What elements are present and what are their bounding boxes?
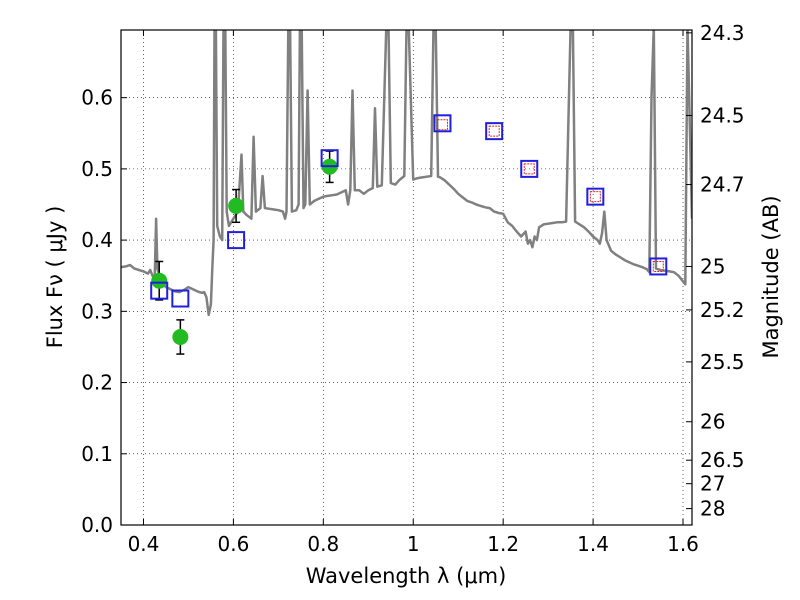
- grid-lines: [121, 30, 692, 526]
- y-tick-label: 0.5: [81, 157, 113, 181]
- x-tick-label: 0.4: [128, 532, 160, 556]
- tick-labels: 0.4 0.6 0.8 1 1.2 1.4 1.6 0.0 0.1 0.2 0.3 0.4 0.5 0.6…: [81, 21, 744, 556]
- y-tick-label: 0.2: [81, 371, 113, 395]
- magnitude-tick-label: 25.2: [700, 298, 745, 322]
- magnitude-axis-label: Magnitude (AB): [759, 195, 783, 358]
- magnitude-tick-label: 27: [700, 472, 725, 496]
- magnitude-tick-label: 24.3: [700, 21, 745, 45]
- y-tick-label: 0.3: [81, 299, 113, 323]
- x-tick-label: 1.6: [667, 532, 699, 556]
- y-tick-label: 0.4: [81, 228, 113, 252]
- y-tick-label: 0.1: [81, 442, 113, 466]
- magnitude-tick-label: 26.5: [700, 448, 745, 472]
- model-square: [171, 289, 190, 308]
- model-square: [520, 159, 539, 178]
- model-square: [586, 187, 605, 206]
- plot-frame: [120, 29, 693, 526]
- predicted-square: [523, 163, 535, 175]
- magnitude-tick-label: 26: [700, 410, 725, 434]
- predicted-square: [436, 119, 448, 131]
- predicted-square: [652, 260, 664, 272]
- predicted-square: [488, 125, 500, 137]
- model-square: [227, 231, 246, 250]
- x-tick-label: 1: [407, 532, 420, 556]
- model-square: [320, 149, 339, 168]
- observed-point: [172, 328, 189, 345]
- model-square: [485, 122, 504, 141]
- model-square: [150, 281, 169, 300]
- y-tick-label: 0.0: [81, 513, 113, 537]
- x-tick-label: 1.2: [487, 532, 519, 556]
- axis-ticks: [121, 30, 692, 526]
- y-tick-label: 0.6: [81, 86, 113, 110]
- x-axis-label: Wavelength λ (μm): [306, 564, 507, 588]
- predicted-square: [589, 191, 601, 203]
- observed-point: [228, 197, 245, 214]
- magnitude-tick-label: 25.5: [700, 350, 745, 374]
- model-square: [649, 257, 668, 276]
- observed-point: [151, 272, 168, 289]
- magnitude-tick-label: 28: [700, 497, 725, 521]
- y-axis-label: Flux Fν ( μJy ): [43, 206, 67, 349]
- x-tick-label: 1.4: [577, 532, 609, 556]
- magnitude-tick-label: 24.5: [700, 103, 745, 127]
- x-tick-label: 0.6: [217, 532, 249, 556]
- spectrum-layer: [121, 30, 692, 317]
- points-layer: [150, 114, 668, 355]
- magnitude-tick-label: 25: [700, 254, 725, 278]
- model-square: [433, 114, 452, 133]
- x-tick-label: 0.8: [307, 532, 339, 556]
- spectrum-line: [121, 30, 692, 317]
- magnitude-tick-label: 24.7: [700, 173, 745, 197]
